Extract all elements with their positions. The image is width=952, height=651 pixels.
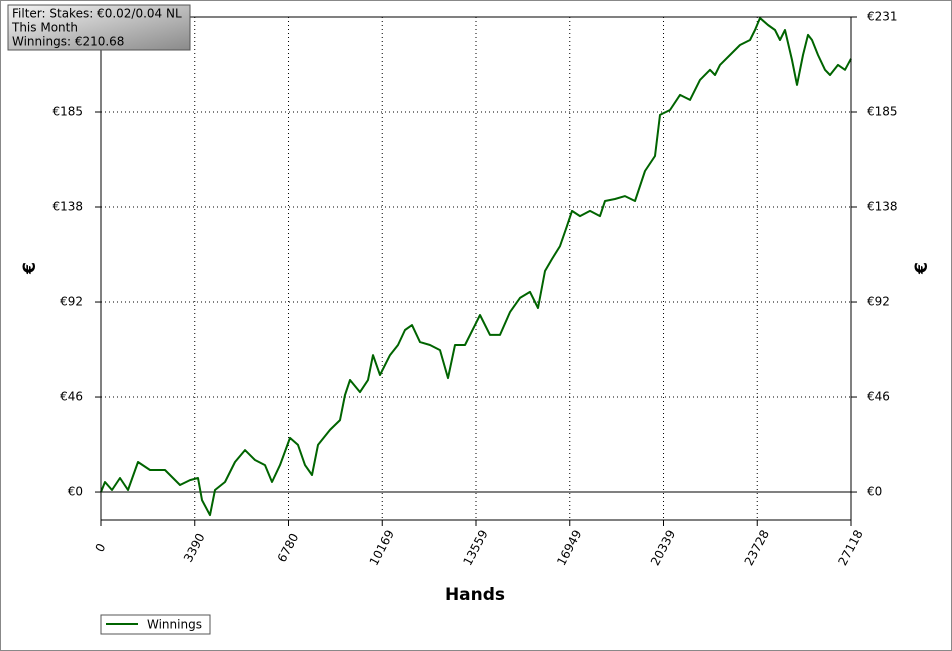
data-line — [100, 17, 852, 517]
filter-box — [7, 4, 191, 51]
plot-border — [100, 16, 852, 521]
filter-text: Filter: Stakes: €0.02/0.04 NL — [12, 7, 182, 21]
filter-text: Winnings: €210.68 — [12, 35, 124, 49]
y-axis-label: € — [20, 262, 40, 275]
y2-tick-label: €46 — [867, 390, 890, 404]
y2-axis-label: € — [912, 262, 932, 275]
filter-text: This Month — [11, 21, 78, 35]
y-tick-label: €0 — [68, 485, 83, 499]
legend — [100, 614, 211, 635]
y2-tick-label: €138 — [867, 200, 898, 214]
y-tick-label: €46 — [60, 390, 83, 404]
y-tick-label: €185 — [52, 105, 83, 119]
y2-tick-label: €231 — [867, 10, 898, 24]
x-axis-label: Hands — [445, 585, 505, 605]
y2-tick-label: €0 — [867, 485, 882, 499]
y-tick-label: €92 — [60, 295, 83, 309]
y2-tick-label: €92 — [867, 295, 890, 309]
y2-tick-label: €185 — [867, 105, 898, 119]
legend-label: Winnings — [147, 618, 202, 632]
y-tick-label: €138 — [52, 200, 83, 214]
